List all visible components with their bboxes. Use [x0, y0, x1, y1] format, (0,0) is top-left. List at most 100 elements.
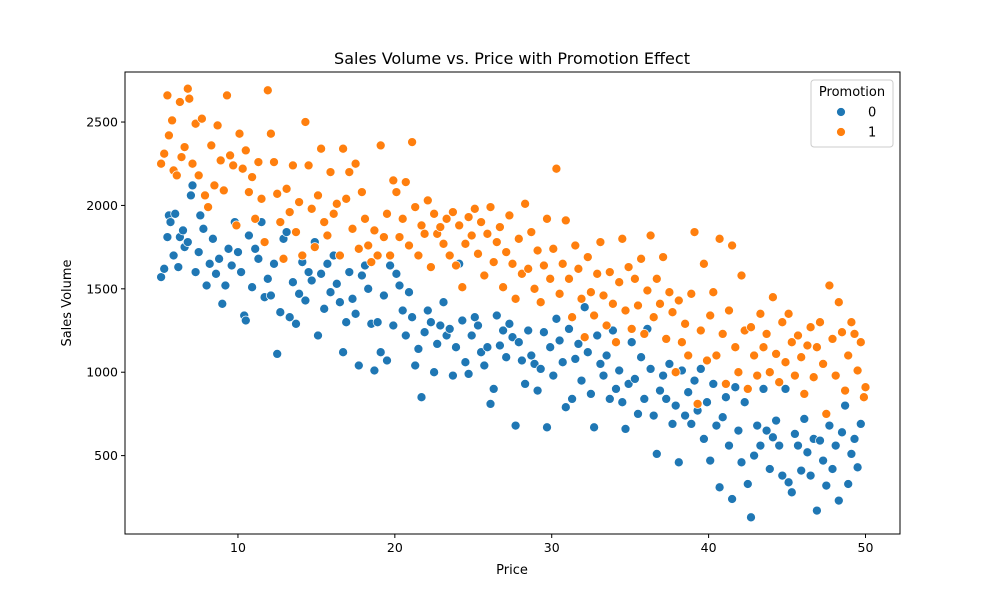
point-series-1-224	[852, 365, 863, 376]
point-series-1-113	[504, 210, 515, 221]
point-series-0-124	[532, 385, 543, 396]
point-series-1-107	[485, 202, 496, 212]
point-series-0-133	[560, 402, 571, 413]
point-series-1-122	[532, 245, 543, 256]
point-series-1-97	[454, 220, 465, 231]
point-series-1-214	[821, 409, 832, 419]
point-series-1-207	[799, 389, 810, 399]
point-series-1-62	[344, 167, 355, 177]
point-series-1-117	[517, 268, 527, 279]
point-series-0-118	[513, 337, 524, 348]
point-series-1-44	[288, 160, 298, 171]
y-axis: 500 1000 1500 2000 2500	[86, 115, 125, 463]
point-series-0-161	[648, 410, 659, 421]
point-series-0-158	[639, 394, 650, 404]
point-series-0-100	[457, 315, 468, 326]
point-series-1-123	[535, 297, 546, 308]
point-series-0-184	[721, 392, 731, 403]
point-series-1-222	[846, 317, 857, 328]
point-series-0-142	[589, 422, 599, 433]
point-series-0-102	[463, 369, 474, 379]
point-series-1-217	[830, 370, 841, 381]
point-series-0-108	[482, 342, 493, 353]
point-series-1-9	[179, 142, 190, 152]
point-series-0-61	[335, 297, 345, 308]
point-series-0-201	[774, 440, 785, 451]
point-series-1-21	[215, 155, 226, 166]
point-series-1-211	[812, 342, 822, 353]
legend: Promotion 0 1	[810, 79, 894, 148]
point-series-1-54	[319, 217, 330, 227]
point-series-1-175	[699, 258, 709, 269]
point-series-0-77	[385, 260, 395, 271]
point-series-0-28	[233, 247, 243, 257]
point-series-1-126	[545, 273, 556, 284]
point-series-1-191	[749, 350, 759, 361]
point-series-1-23	[222, 90, 232, 101]
point-series-1-61	[341, 193, 352, 204]
point-series-0-19	[204, 258, 215, 269]
point-series-0-207	[793, 440, 803, 451]
point-series-1-220	[840, 385, 850, 396]
point-series-1-24	[225, 150, 235, 161]
point-series-1-202	[783, 308, 794, 319]
point-series-0-206	[790, 429, 800, 439]
point-series-1-158	[645, 230, 656, 241]
legend-marker-1	[836, 127, 846, 137]
point-series-0-115	[504, 318, 515, 329]
x-axis-label: Price	[496, 563, 528, 578]
point-series-1-37	[266, 128, 276, 139]
point-series-1-179	[711, 350, 722, 361]
point-series-1-74	[382, 208, 392, 219]
y-tick-label-3: 2000	[86, 198, 118, 213]
point-series-0-135	[567, 394, 577, 404]
point-series-1-205	[793, 330, 803, 341]
point-series-0-109	[485, 399, 496, 409]
point-series-0-52	[306, 275, 317, 286]
point-series-1-203	[786, 337, 797, 348]
point-series-1-157	[642, 285, 653, 296]
point-series-1-4	[167, 115, 177, 126]
point-series-0-125	[535, 364, 546, 374]
point-series-1-96	[451, 260, 461, 271]
point-series-1-184	[727, 240, 737, 251]
point-series-0-141	[586, 389, 596, 399]
legend-label-1: 1	[868, 126, 876, 141]
point-series-0-116	[507, 332, 518, 343]
point-series-1-144	[601, 320, 612, 331]
point-series-1-33	[253, 157, 264, 167]
point-series-1-176	[702, 355, 712, 366]
point-series-0-94	[438, 297, 449, 308]
point-series-0-183	[717, 412, 728, 423]
point-series-1-46	[294, 197, 304, 207]
point-series-0-164	[658, 370, 668, 381]
point-series-0-23	[217, 298, 228, 309]
point-series-0-104	[469, 312, 480, 323]
point-series-0-127	[542, 422, 552, 433]
point-series-0-45	[284, 312, 295, 323]
point-series-1-115	[510, 293, 521, 304]
point-series-1-178	[708, 287, 719, 298]
point-series-1-42	[281, 183, 292, 194]
point-series-1-48	[300, 117, 311, 127]
point-series-1-185	[730, 342, 741, 353]
point-series-0-131	[554, 335, 565, 346]
point-series-0-54	[313, 330, 323, 341]
point-series-0-15	[193, 247, 204, 257]
point-series-0-114	[501, 352, 512, 363]
point-series-0-129	[548, 370, 559, 381]
point-series-1-67	[360, 213, 370, 224]
chart-title: Sales Volume vs. Price with Promotion Ef…	[334, 49, 690, 68]
point-series-1-138	[582, 252, 593, 262]
point-series-0-186	[727, 494, 737, 504]
point-series-0-209	[799, 414, 810, 424]
point-series-0-117	[510, 420, 521, 431]
point-series-0-139	[579, 302, 590, 313]
point-series-1-75	[385, 250, 395, 261]
point-series-0-39	[266, 290, 276, 301]
point-series-1-100	[463, 212, 474, 222]
point-series-0-149	[611, 384, 621, 394]
point-series-1-187	[736, 270, 747, 281]
point-series-1-92	[438, 238, 449, 249]
